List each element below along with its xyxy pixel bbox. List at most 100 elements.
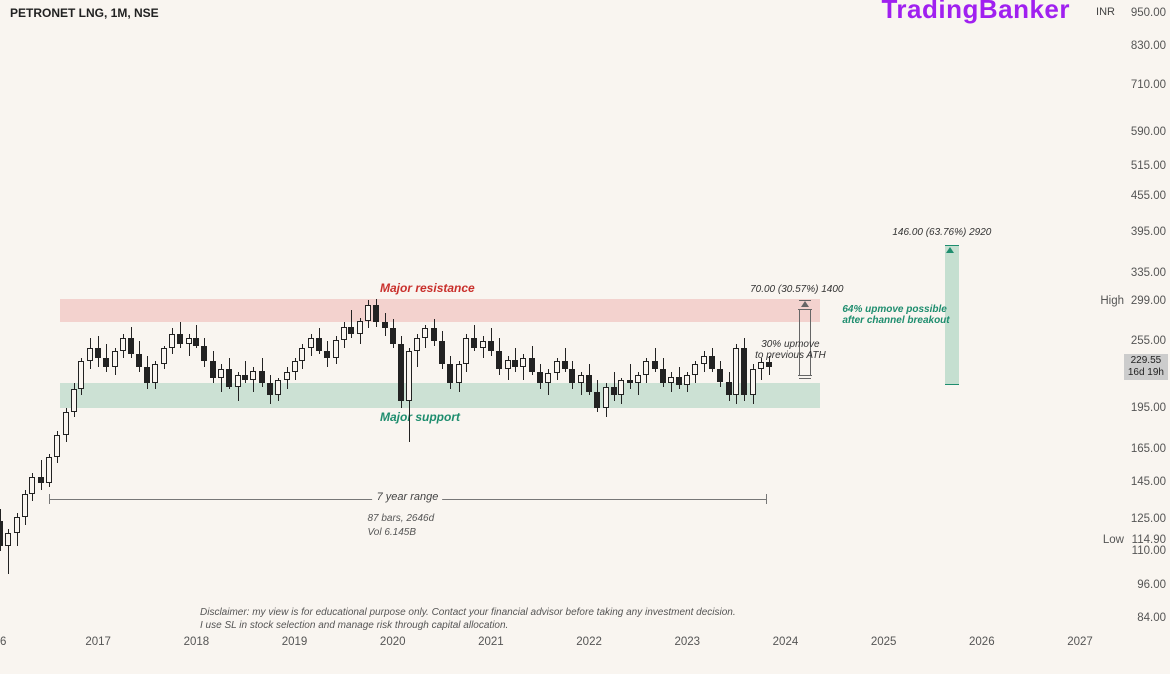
candle-body[interactable]	[701, 356, 707, 364]
candle-body[interactable]	[341, 327, 347, 340]
candle-body[interactable]	[554, 361, 560, 373]
candle-body[interactable]	[333, 340, 339, 358]
candle-body[interactable]	[324, 351, 330, 358]
candle-body[interactable]	[186, 338, 192, 344]
candle-body[interactable]	[463, 338, 469, 364]
candle-body[interactable]	[193, 338, 199, 346]
candle-body[interactable]	[177, 334, 183, 344]
candle-body[interactable]	[692, 364, 698, 375]
candle-body[interactable]	[284, 372, 290, 380]
candle-body[interactable]	[758, 362, 764, 368]
candle-body[interactable]	[676, 377, 682, 385]
candle-body[interactable]	[668, 377, 674, 384]
candle-body[interactable]	[226, 369, 232, 387]
candle-body[interactable]	[456, 364, 462, 383]
candle-body[interactable]	[250, 371, 256, 380]
candle-body[interactable]	[161, 348, 167, 365]
candle-body[interactable]	[431, 328, 437, 340]
candle-body[interactable]	[406, 351, 412, 402]
candle-body[interactable]	[136, 354, 142, 367]
candle-body[interactable]	[741, 348, 747, 395]
candle-body[interactable]	[235, 375, 241, 386]
candle-body[interactable]	[635, 375, 641, 383]
candle-body[interactable]	[480, 341, 486, 348]
candle-body[interactable]	[618, 380, 624, 395]
candle-body[interactable]	[78, 361, 84, 389]
candle-body[interactable]	[201, 346, 207, 361]
candle-body[interactable]	[38, 477, 44, 484]
candle-body[interactable]	[152, 364, 158, 383]
candle-body[interactable]	[95, 348, 101, 358]
candle-body[interactable]	[22, 494, 28, 517]
candle-body[interactable]	[242, 375, 248, 380]
candle-body[interactable]	[643, 361, 649, 375]
candle-body[interactable]	[390, 328, 396, 343]
candle-body[interactable]	[569, 369, 575, 384]
candle-body[interactable]	[422, 328, 428, 337]
candle-body[interactable]	[726, 382, 732, 395]
x-tick: 2019	[282, 636, 308, 648]
candle-body[interactable]	[611, 387, 617, 395]
candle-body[interactable]	[112, 351, 118, 367]
candle-body[interactable]	[471, 338, 477, 348]
candle-body[interactable]	[562, 361, 568, 369]
candle-body[interactable]	[496, 351, 502, 369]
candle-body[interactable]	[316, 338, 322, 351]
candle-body[interactable]	[750, 369, 756, 396]
candle-body[interactable]	[447, 364, 453, 383]
candle-wick	[245, 361, 246, 383]
candle-body[interactable]	[275, 380, 281, 395]
candle-body[interactable]	[627, 380, 633, 383]
candle-body[interactable]	[505, 360, 511, 369]
candle-body[interactable]	[529, 358, 535, 372]
candle-body[interactable]	[373, 305, 379, 322]
candle-body[interactable]	[594, 392, 600, 408]
candle-body[interactable]	[545, 373, 551, 383]
candle-body[interactable]	[660, 369, 666, 384]
candle-body[interactable]	[120, 338, 126, 351]
candle-body[interactable]	[169, 334, 175, 348]
candle-body[interactable]	[348, 327, 354, 335]
plot-area[interactable]: Major resistanceMajor support7 year rang…	[0, 0, 1080, 630]
candle-body[interactable]	[46, 457, 52, 483]
candle-body[interactable]	[684, 375, 690, 384]
candle-body[interactable]	[652, 361, 658, 369]
candle-body[interactable]	[537, 372, 543, 383]
candle-body[interactable]	[709, 356, 715, 369]
candle-body[interactable]	[210, 361, 216, 377]
candle-body[interactable]	[267, 383, 273, 395]
candle-body[interactable]	[512, 360, 518, 366]
zone-sup-zone	[60, 383, 820, 407]
candle-body[interactable]	[63, 412, 69, 435]
candle-body[interactable]	[308, 338, 314, 348]
candle-body[interactable]	[29, 477, 35, 494]
candle-body[interactable]	[520, 358, 526, 367]
candle-body[interactable]	[439, 341, 445, 365]
candle-body[interactable]	[71, 389, 77, 411]
candle-body[interactable]	[382, 322, 388, 328]
candle-body[interactable]	[292, 361, 298, 372]
candle-body[interactable]	[586, 375, 592, 391]
candle-body[interactable]	[578, 375, 584, 383]
candle-body[interactable]	[365, 305, 371, 321]
candle-body[interactable]	[414, 338, 420, 351]
candle-body[interactable]	[103, 358, 109, 367]
measure1-note: 30% upmove to previous ATH	[755, 339, 826, 361]
candle-body[interactable]	[54, 435, 60, 457]
candle-body[interactable]	[5, 533, 11, 546]
candle-body[interactable]	[128, 338, 134, 354]
candle-body[interactable]	[717, 369, 723, 382]
candle-body[interactable]	[14, 517, 20, 533]
candle-body[interactable]	[603, 387, 609, 408]
candle-body[interactable]	[488, 341, 494, 351]
candle-body[interactable]	[144, 367, 150, 384]
candle-body[interactable]	[87, 348, 93, 361]
candle-body[interactable]	[733, 348, 739, 395]
candle-body[interactable]	[259, 371, 265, 383]
candle-body[interactable]	[398, 344, 404, 402]
candle-body[interactable]	[218, 369, 224, 378]
candle-body[interactable]	[766, 362, 772, 366]
candle-body[interactable]	[0, 521, 3, 546]
candle-body[interactable]	[299, 348, 305, 361]
candle-body[interactable]	[357, 321, 363, 334]
